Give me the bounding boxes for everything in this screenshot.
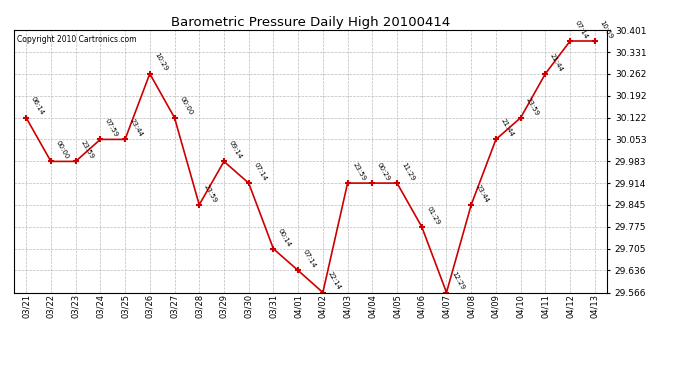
Text: 00:00: 00:00 xyxy=(55,140,70,160)
Text: 00:00: 00:00 xyxy=(178,96,194,117)
Text: 21:44: 21:44 xyxy=(500,118,515,138)
Text: 07:14: 07:14 xyxy=(302,249,317,269)
Text: 00:14: 00:14 xyxy=(277,227,293,248)
Text: 07:14: 07:14 xyxy=(574,19,589,40)
Text: 23:59: 23:59 xyxy=(79,140,95,160)
Text: 23:59: 23:59 xyxy=(351,161,366,182)
Text: 23:59: 23:59 xyxy=(203,183,218,204)
Text: Copyright 2010 Cartronics.com: Copyright 2010 Cartronics.com xyxy=(17,35,136,44)
Title: Barometric Pressure Daily High 20100414: Barometric Pressure Daily High 20100414 xyxy=(171,16,450,29)
Text: 00:29: 00:29 xyxy=(376,161,391,182)
Text: 22:14: 22:14 xyxy=(326,271,342,291)
Text: 12:29: 12:29 xyxy=(450,271,466,291)
Text: 01:29: 01:29 xyxy=(426,205,441,225)
Text: 21:44: 21:44 xyxy=(549,52,564,72)
Text: 09:14: 09:14 xyxy=(228,140,243,160)
Text: 10:59: 10:59 xyxy=(598,19,614,40)
Text: 11:29: 11:29 xyxy=(401,161,416,182)
Text: 23:44: 23:44 xyxy=(475,183,490,204)
Text: 23:44: 23:44 xyxy=(129,118,144,138)
Text: 23:59: 23:59 xyxy=(524,96,540,117)
Text: 06:14: 06:14 xyxy=(30,96,45,117)
Text: 10:29: 10:29 xyxy=(153,52,169,72)
Text: 07:14: 07:14 xyxy=(253,161,268,182)
Text: 07:59: 07:59 xyxy=(104,118,119,138)
